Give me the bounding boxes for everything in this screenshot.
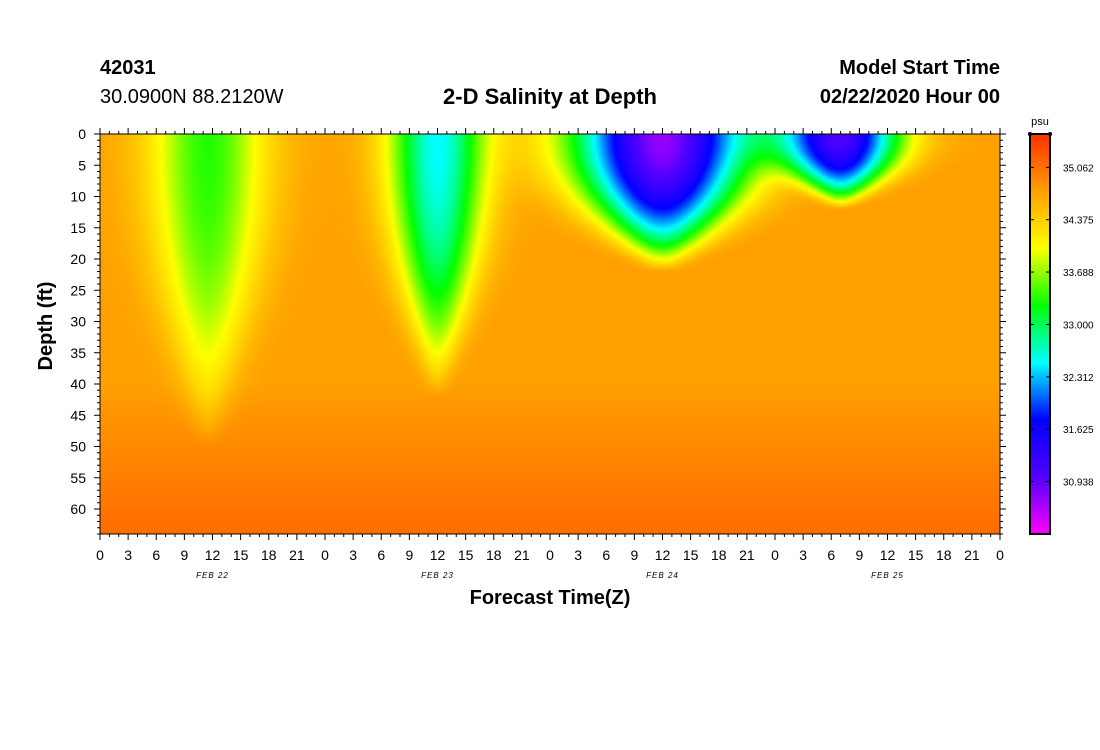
- y-tick-label: 45: [70, 407, 86, 423]
- y-tick-label: 60: [70, 501, 86, 517]
- x-tick-label: 15: [683, 547, 699, 563]
- x-axis-label: Forecast Time(Z): [470, 587, 631, 609]
- y-tick-label: 0: [78, 126, 86, 142]
- y-tick-label: 10: [70, 189, 86, 205]
- model-start-value: 02/22/2020 Hour 00: [819, 86, 1000, 108]
- x-tick-label: 9: [630, 547, 638, 563]
- y-tick-label: 20: [70, 251, 86, 267]
- x-date-label: FEB 25: [871, 571, 904, 580]
- x-tick-label: 9: [855, 547, 863, 563]
- model-start-label: Model Start Time: [839, 57, 1000, 79]
- x-tick-label: 3: [799, 547, 807, 563]
- x-tick-label: 18: [486, 547, 502, 563]
- x-tick-label: 21: [964, 547, 980, 563]
- colorbar-gradient: [1029, 133, 1051, 535]
- y-tick-label: 50: [70, 439, 86, 455]
- x-tick-label: 0: [771, 547, 779, 563]
- colorbar-corner: [1048, 132, 1052, 136]
- y-tick-label: 55: [70, 470, 86, 486]
- x-tick-label: 15: [233, 547, 249, 563]
- x-tick-label: 15: [908, 547, 924, 563]
- y-tick-label: 5: [78, 157, 86, 173]
- x-tick-label: 21: [739, 547, 755, 563]
- colorbar-corner: [1028, 132, 1032, 136]
- x-tick-label: 3: [574, 547, 582, 563]
- chart-title: 2-D Salinity at Depth: [443, 84, 657, 109]
- colorbar-tick-label: 35.062: [1063, 163, 1094, 174]
- x-tick-label: 3: [349, 547, 357, 563]
- x-tick-label: 0: [996, 547, 1004, 563]
- colorbar-tick-label: 33.688: [1063, 268, 1094, 279]
- colorbar-unit: psu: [1031, 116, 1049, 128]
- x-tick-label: 18: [936, 547, 952, 563]
- colorbar: 35.062 34.375 33.688 33.000 32.312 31.625 30.9…: [1028, 132, 1094, 535]
- colorbar-tick-label: 32.312: [1063, 373, 1094, 384]
- x-tick-label: 18: [711, 547, 727, 563]
- colorbar-tick-label: 31.625: [1063, 425, 1094, 436]
- heatmap-image: [100, 134, 1000, 534]
- x-tick-label: 6: [827, 547, 835, 563]
- y-tick-label: 40: [70, 376, 86, 392]
- x-tick-label: 9: [405, 547, 413, 563]
- x-tick-label: 21: [514, 547, 530, 563]
- y-tick-label: 25: [70, 282, 86, 298]
- colorbar-tick-label: 30.938: [1063, 478, 1094, 489]
- x-tick-label: 0: [96, 547, 104, 563]
- x-tick-label: 12: [430, 547, 446, 563]
- x-tick-label: 12: [205, 547, 221, 563]
- x-tick-label: 6: [377, 547, 385, 563]
- y-tick-label: 15: [70, 220, 86, 236]
- y-axis-label: Depth (ft): [35, 282, 57, 371]
- x-tick-label: 15: [458, 547, 474, 563]
- salinity-heatmap: [100, 134, 1000, 534]
- colorbar-tick-label: 33.000: [1063, 320, 1094, 331]
- x-axis: 0 3 6 9 12 15 18 21 0 3 6 9 12 15 18 21 0 3 6 9 12 15 18 21 0 3 6 9…: [96, 128, 1004, 580]
- x-tick-label: 0: [546, 547, 554, 563]
- colorbar-tick-label: 34.375: [1063, 216, 1094, 227]
- x-tick-label: 0: [321, 547, 329, 563]
- station-location: 30.0900N 88.2120W: [100, 86, 284, 108]
- x-tick-label: 12: [655, 547, 671, 563]
- x-tick-label: 3: [124, 547, 132, 563]
- x-tick-label: 6: [152, 547, 160, 563]
- x-tick-label: 21: [289, 547, 305, 563]
- x-tick-label: 18: [261, 547, 277, 563]
- x-date-label: FEB 23: [421, 571, 454, 580]
- y-axis: 0 5 10 15 20 25 30 35 40 45 50 55 60: [70, 126, 1006, 535]
- y-tick-label: 30: [70, 314, 86, 330]
- x-date-label: FEB 24: [646, 571, 679, 580]
- x-tick-label: 12: [880, 547, 896, 563]
- station-id: 42031: [100, 57, 156, 79]
- y-tick-label: 35: [70, 345, 86, 361]
- x-date-label: FEB 22: [196, 571, 229, 580]
- x-tick-label: 6: [602, 547, 610, 563]
- x-tick-label: 9: [180, 547, 188, 563]
